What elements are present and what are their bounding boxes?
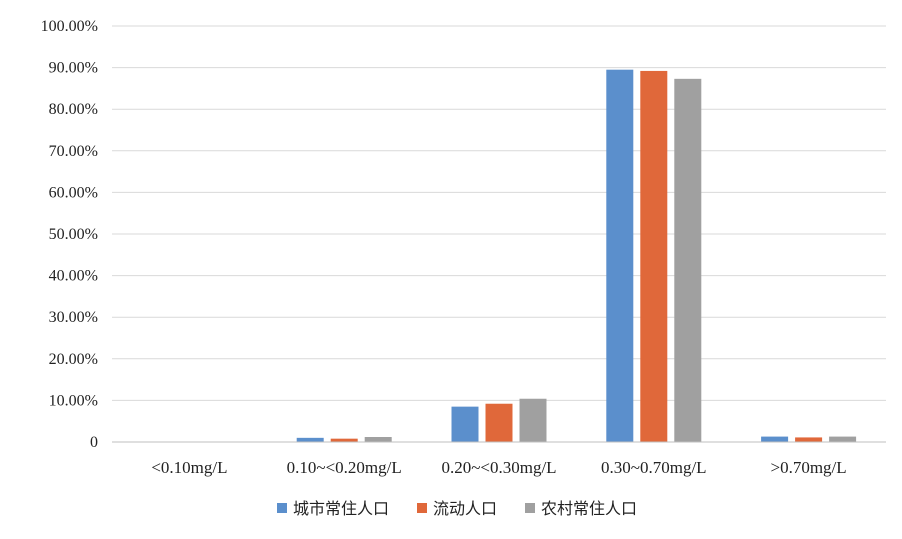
x-tick-label: 0.30~0.70mg/L [601, 458, 707, 477]
x-tick-label: >0.70mg/L [771, 458, 847, 477]
legend-label: 城市常住人口 [293, 499, 389, 518]
y-tick-label: 100.00% [41, 18, 98, 35]
bar [330, 438, 358, 442]
y-tick-label: 40.00% [49, 268, 98, 285]
y-axis-tick-labels: 0 10.00% 20.00% 30.00% 40.00% 50.00% 60.00% 70.… [41, 18, 98, 451]
y-tick-label: 20.00% [49, 351, 98, 368]
bars [141, 69, 857, 443]
y-tick-label: 90.00% [49, 60, 98, 77]
y-tick-label: 30.00% [49, 309, 98, 326]
y-tick-label: 10.00% [49, 392, 98, 409]
legend: 城市常住人口 流动人口 农村常住人口 [277, 499, 637, 518]
bar [364, 437, 392, 442]
bar [640, 70, 668, 442]
bar [761, 436, 789, 442]
y-tick-label: 80.00% [49, 101, 98, 118]
legend-label: 农村常住人口 [541, 499, 637, 518]
bar [519, 398, 547, 442]
legend-swatch [417, 503, 427, 513]
y-tick-label: 0 [90, 434, 98, 451]
x-tick-label: 0.20~<0.30mg/L [441, 458, 556, 477]
bar [606, 69, 634, 443]
bar [485, 403, 513, 442]
x-axis: <0.10mg/L 0.10~<0.20mg/L 0.20~<0.30mg/L 0.3… [112, 441, 886, 477]
legend-label: 流动人口 [433, 499, 497, 518]
y-tick-label: 60.00% [49, 184, 98, 201]
legend-swatch [277, 503, 287, 513]
gridlines [112, 25, 886, 401]
bar [795, 437, 823, 442]
bar [296, 437, 324, 442]
bar [451, 406, 479, 442]
x-tick-label: 0.10~<0.20mg/L [287, 458, 402, 477]
x-tick-label: <0.10mg/L [151, 458, 227, 477]
y-tick-label: 50.00% [49, 226, 98, 243]
bar [829, 436, 857, 442]
legend-swatch [525, 503, 535, 513]
bar [674, 78, 702, 442]
y-tick-label: 70.00% [49, 143, 98, 160]
